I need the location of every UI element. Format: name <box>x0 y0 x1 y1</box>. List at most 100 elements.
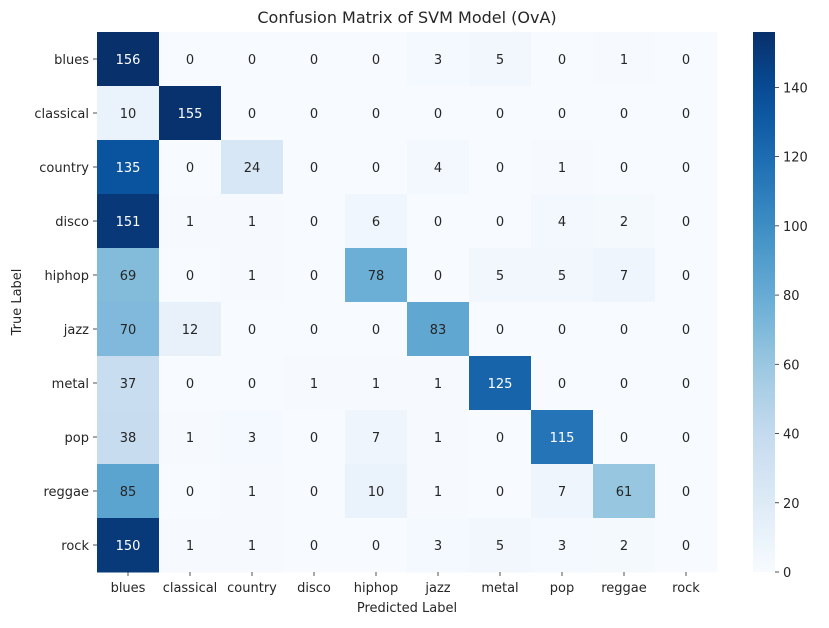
cell-value-label: 0 <box>248 377 256 392</box>
cell-value-label: 0 <box>558 107 566 122</box>
heatmap-cell <box>97 140 160 195</box>
cell-value-label: 135 <box>116 161 141 176</box>
cell-value-label: 0 <box>310 107 318 122</box>
y-tick-label: rock <box>61 539 89 554</box>
heatmap-cell <box>407 464 470 519</box>
heatmap-cell <box>531 356 594 411</box>
heatmap-cell <box>345 248 408 303</box>
cell-value-label: 0 <box>372 107 380 122</box>
colorbar-tick-label: 100 <box>783 220 808 235</box>
cell-value-label: 3 <box>434 53 442 68</box>
heatmap-cell <box>593 518 656 573</box>
heatmap-cell <box>469 248 532 303</box>
y-tick-label: jazz <box>63 323 89 338</box>
heatmap-cell <box>531 140 594 195</box>
cell-value-label: 0 <box>372 53 380 68</box>
heatmap-cell <box>283 32 346 87</box>
heatmap-cell <box>345 302 408 357</box>
y-tick-label: blues <box>54 53 89 68</box>
cell-value-label: 1 <box>186 215 194 230</box>
cell-value-label: 2 <box>620 215 628 230</box>
cell-value-label: 0 <box>434 107 442 122</box>
cell-value-label: 0 <box>372 539 380 554</box>
cell-value-label: 0 <box>248 53 256 68</box>
heatmap-cell <box>97 194 160 249</box>
cell-value-label: 150 <box>116 539 141 554</box>
heatmap-cell <box>221 140 284 195</box>
y-tick-label: reggae <box>43 485 89 500</box>
colorbar <box>753 32 775 572</box>
colorbar-tick-label: 80 <box>783 289 800 304</box>
heatmap-cell <box>221 410 284 465</box>
cell-value-label: 0 <box>434 215 442 230</box>
cell-value-label: 0 <box>496 323 504 338</box>
cell-value-label: 0 <box>682 377 690 392</box>
x-tick-label: classical <box>163 581 218 596</box>
cell-value-label: 0 <box>186 53 194 68</box>
y-tick-label: pop <box>65 431 89 446</box>
cell-value-label: 1 <box>248 539 256 554</box>
y-tick-label: country <box>39 161 89 176</box>
cell-value-label: 78 <box>368 269 385 284</box>
heatmap-cell <box>97 518 160 573</box>
cell-value-label: 0 <box>372 323 380 338</box>
heatmap-cell <box>469 410 532 465</box>
cell-value-label: 1 <box>372 377 380 392</box>
heatmap-cell <box>407 410 470 465</box>
cell-value-label: 0 <box>682 539 690 554</box>
x-tick-label: blues <box>111 581 146 596</box>
heatmap-cell <box>593 356 656 411</box>
heatmap-cell <box>97 464 160 519</box>
cell-value-label: 1 <box>434 485 442 500</box>
cell-value-label: 0 <box>620 431 628 446</box>
cell-value-label: 61 <box>616 485 633 500</box>
y-tick-label: hiphop <box>44 269 89 284</box>
heatmap-cell <box>345 140 408 195</box>
cell-value-label: 7 <box>372 431 380 446</box>
colorbar-tick-label: 20 <box>783 497 800 512</box>
chart-title: Confusion Matrix of SVM Model (OvA) <box>257 8 556 27</box>
colorbar-tick-label: 140 <box>783 81 808 96</box>
cell-value-label: 0 <box>496 485 504 500</box>
cell-value-label: 0 <box>248 107 256 122</box>
cell-value-label: 0 <box>682 485 690 500</box>
heatmap-cell <box>469 302 532 357</box>
cell-value-label: 5 <box>496 53 504 68</box>
heatmap-cell <box>345 518 408 573</box>
heatmap-cell <box>221 194 284 249</box>
cell-value-label: 37 <box>120 377 137 392</box>
heatmap-cell <box>407 32 470 87</box>
cell-value-label: 1 <box>186 431 194 446</box>
cell-value-label: 0 <box>186 485 194 500</box>
cell-value-label: 1 <box>434 431 442 446</box>
y-axis-ticks: blues classical country disco hiphop jazz meta… <box>34 53 97 554</box>
heatmap-cell <box>159 356 222 411</box>
y-axis-label: True Label <box>10 269 25 337</box>
heatmap-cell <box>531 518 594 573</box>
x-tick-label: disco <box>297 581 331 596</box>
cell-value-label: 1 <box>434 377 442 392</box>
cell-value-label: 2 <box>620 539 628 554</box>
heatmap-cell <box>531 32 594 87</box>
heatmap-cell <box>531 410 594 465</box>
cell-value-label: 85 <box>120 485 137 500</box>
cell-value-label: 156 <box>116 53 141 68</box>
cell-value-label: 151 <box>116 215 141 230</box>
heatmap-cell <box>531 194 594 249</box>
heatmap-cell <box>221 86 284 141</box>
cell-value-label: 0 <box>682 215 690 230</box>
heatmap-cell <box>345 86 408 141</box>
cell-value-label: 0 <box>682 161 690 176</box>
cell-value-label: 83 <box>430 323 447 338</box>
x-tick-label: rock <box>672 581 700 596</box>
heatmap-cell <box>345 410 408 465</box>
heatmap-cell <box>655 302 718 357</box>
cell-value-label: 0 <box>310 485 318 500</box>
heatmap-cell <box>159 140 222 195</box>
heatmap-cell <box>283 140 346 195</box>
cell-value-label: 0 <box>682 269 690 284</box>
cell-value-label: 0 <box>620 161 628 176</box>
cell-value-label: 7 <box>558 485 566 500</box>
